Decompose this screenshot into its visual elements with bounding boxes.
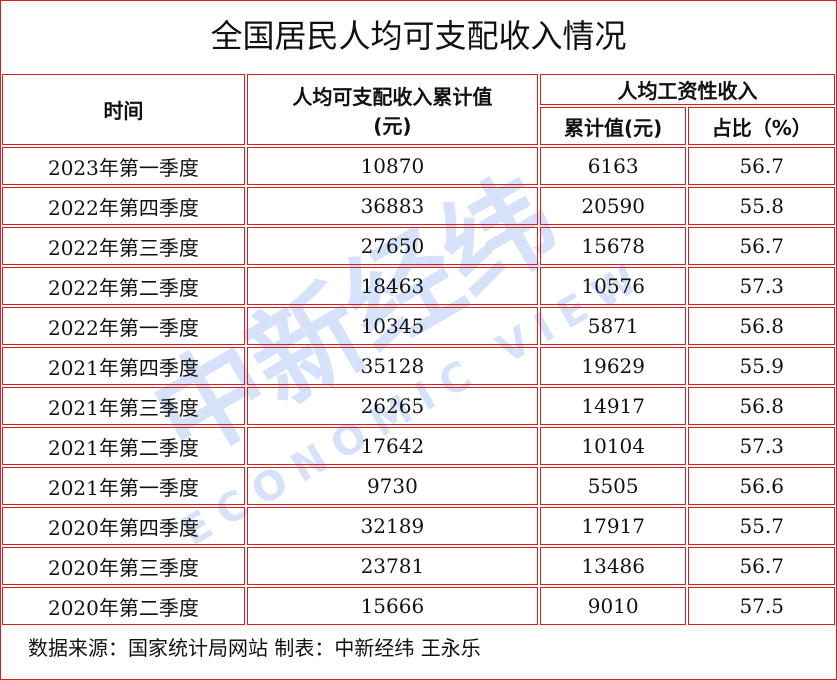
table-row: 2021年第三季度 26265 14917 56.8	[2, 387, 835, 425]
header-wage: 人均工资性收入	[539, 74, 835, 105]
cell-disposable: 10870	[246, 147, 538, 185]
cell-wage-cum: 20590	[539, 187, 687, 225]
cell-wage-share: 57.5	[688, 587, 835, 625]
cell-wage-share: 55.9	[688, 347, 835, 385]
cell-disposable: 18463	[246, 267, 538, 305]
table-title: 全国居民人均可支配收入情况	[210, 17, 627, 55]
table-row: 2022年第三季度 27650 15678 56.7	[2, 227, 835, 265]
cell-disposable: 23781	[246, 547, 538, 585]
cell-wage-share: 56.7	[688, 147, 835, 185]
cell-wage-cum: 6163	[539, 147, 687, 185]
cell-wage-cum: 15678	[539, 227, 687, 265]
table-row: 2023年第一季度 10870 6163 56.7	[2, 147, 835, 185]
cell-wage-cum: 10104	[539, 427, 687, 465]
income-table: 时间 人均可支配收入累计值 (元) 人均工资性收入 累计值(元) 占比（%） 20…	[0, 72, 837, 627]
cell-time: 2021年第二季度	[2, 427, 245, 465]
cell-wage-share: 56.6	[688, 467, 835, 505]
cell-wage-share: 56.7	[688, 547, 835, 585]
cell-time: 2021年第四季度	[2, 347, 245, 385]
cell-wage-share: 57.3	[688, 427, 835, 465]
cell-wage-share: 55.7	[688, 507, 835, 545]
cell-wage-share: 56.8	[688, 387, 835, 425]
cell-time: 2022年第一季度	[2, 307, 245, 345]
cell-time: 2022年第四季度	[2, 187, 245, 225]
cell-time: 2022年第二季度	[2, 267, 245, 305]
cell-disposable: 32189	[246, 507, 538, 545]
table-row: 2022年第一季度 10345 5871 56.8	[2, 307, 835, 345]
cell-wage-cum: 13486	[539, 547, 687, 585]
cell-time: 2021年第三季度	[2, 387, 245, 425]
table-row: 2022年第四季度 36883 20590 55.8	[2, 187, 835, 225]
header-wage-share: 占比（%）	[688, 107, 835, 145]
cell-time: 2020年第二季度	[2, 587, 245, 625]
cell-wage-cum: 5505	[539, 467, 687, 505]
cell-wage-cum: 14917	[539, 387, 687, 425]
footer-source: 数据来源：国家统计局网站 制表：中新经纬 王永乐	[28, 636, 481, 660]
cell-disposable: 10345	[246, 307, 538, 345]
table-row: 2020年第三季度 23781 13486 56.7	[2, 547, 835, 585]
cell-wage-cum: 9010	[539, 587, 687, 625]
table-row: 2021年第一季度 9730 5505 56.6	[2, 467, 835, 505]
cell-wage-cum: 10576	[539, 267, 687, 305]
cell-time: 2020年第三季度	[2, 547, 245, 585]
cell-wage-cum: 17917	[539, 507, 687, 545]
header-disposable: 人均可支配收入累计值 (元)	[246, 74, 538, 145]
cell-disposable: 36883	[246, 187, 538, 225]
cell-disposable: 27650	[246, 227, 538, 265]
table-row: 2020年第四季度 32189 17917 55.7	[2, 507, 835, 545]
cell-time: 2020年第四季度	[2, 507, 245, 545]
cell-disposable: 17642	[246, 427, 538, 465]
cell-wage-cum: 5871	[539, 307, 687, 345]
cell-time: 2021年第一季度	[2, 467, 245, 505]
cell-disposable: 35128	[246, 347, 538, 385]
header-disposable-unit: (元)	[373, 113, 412, 138]
table-row: 2022年第二季度 18463 10576 57.3	[2, 267, 835, 305]
cell-wage-share: 57.3	[688, 267, 835, 305]
cell-time: 2023年第一季度	[2, 147, 245, 185]
header-row: 时间 人均可支配收入累计值 (元) 人均工资性收入	[2, 74, 835, 145]
cell-disposable: 26265	[246, 387, 538, 425]
table-row: 2021年第四季度 35128 19629 55.9	[2, 347, 835, 385]
cell-wage-share: 56.7	[688, 227, 835, 265]
cell-time: 2022年第三季度	[2, 227, 245, 265]
header-subrow: 累计值(元) 占比（%）	[2, 107, 835, 145]
header-wage-cum: 累计值(元)	[539, 107, 687, 145]
header-disposable-label: 人均可支配收入累计值	[292, 84, 493, 109]
cell-wage-share: 56.8	[688, 307, 835, 345]
cell-wage-cum: 19629	[539, 347, 687, 385]
table-row: 2020年第二季度 15666 9010 57.5	[2, 587, 835, 625]
cell-disposable: 9730	[246, 467, 538, 505]
cell-disposable: 15666	[246, 587, 538, 625]
header-time: 时间	[2, 74, 245, 145]
table-row: 2021年第二季度 17642 10104 57.3	[2, 427, 835, 465]
cell-wage-share: 55.8	[688, 187, 835, 225]
